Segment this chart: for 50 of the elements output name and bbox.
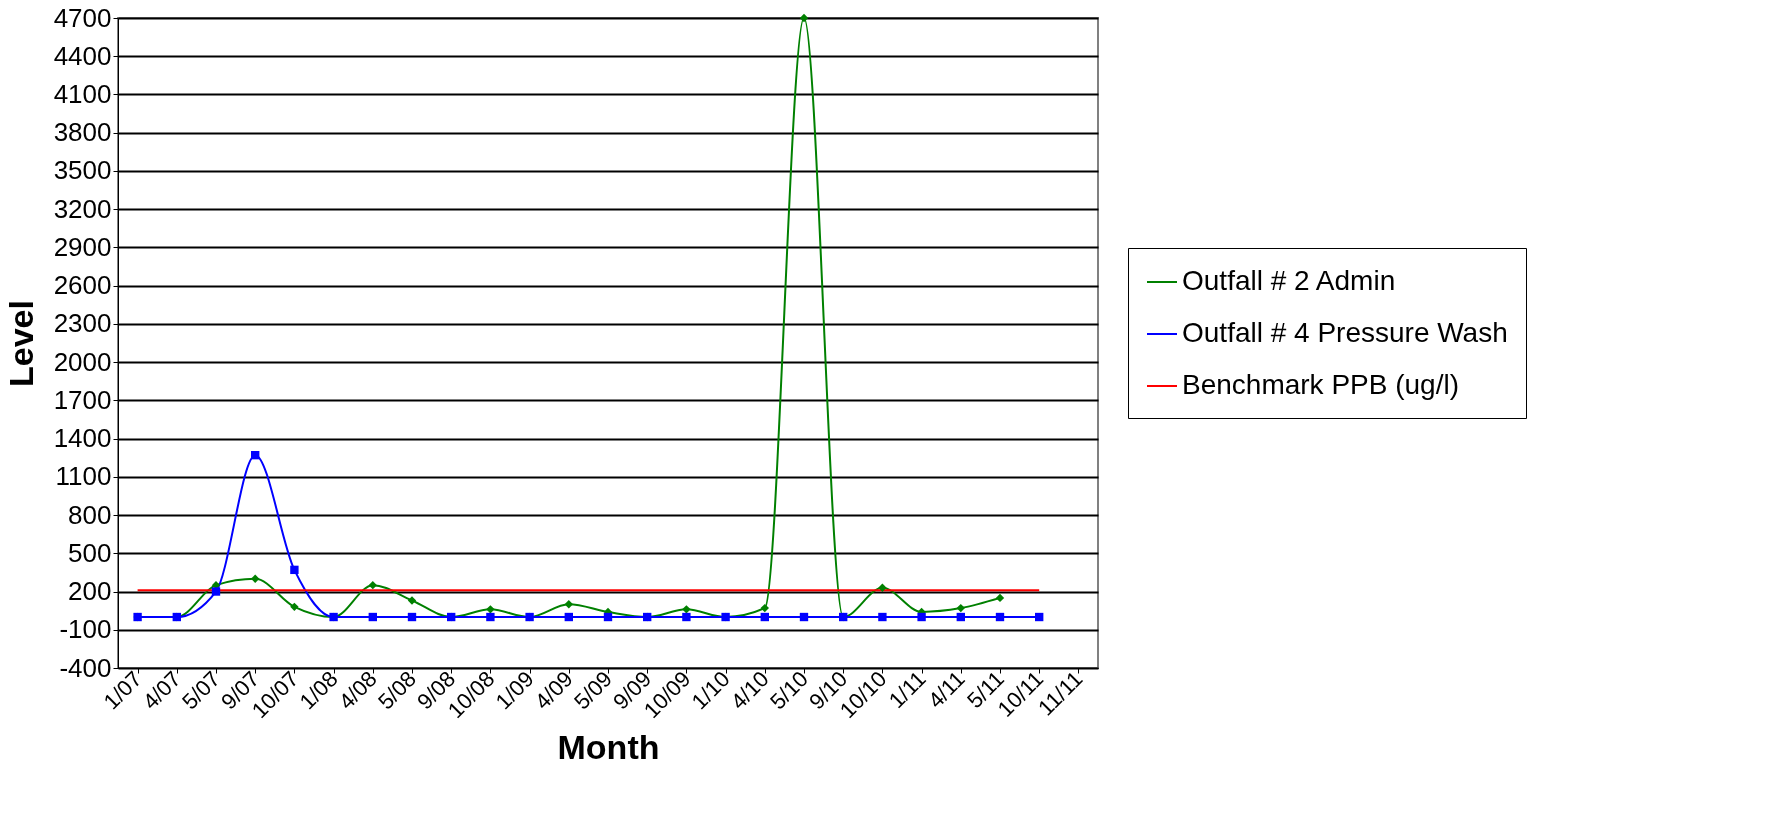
point bbox=[1035, 612, 1044, 622]
point bbox=[407, 612, 417, 622]
y-tick-label: 4100 bbox=[53, 78, 112, 109]
point bbox=[407, 596, 417, 605]
point bbox=[682, 612, 691, 622]
y-tick-label: 3200 bbox=[53, 193, 112, 224]
y-axis-title: Level bbox=[1, 300, 40, 387]
y-tick-label: 1100 bbox=[55, 461, 112, 492]
point bbox=[878, 583, 887, 592]
point bbox=[760, 612, 769, 622]
y-tick-label: 2600 bbox=[53, 270, 112, 301]
point bbox=[995, 593, 1005, 603]
point bbox=[995, 612, 1005, 622]
point bbox=[564, 612, 573, 622]
point bbox=[878, 612, 887, 622]
point bbox=[486, 605, 495, 614]
y-tick-label: -100 bbox=[59, 614, 112, 645]
point bbox=[956, 612, 965, 622]
point bbox=[290, 565, 299, 575]
point bbox=[368, 612, 377, 622]
x-axis-title: Month bbox=[557, 728, 660, 767]
point bbox=[211, 587, 221, 596]
point bbox=[799, 612, 809, 622]
y-tick-label: 1400 bbox=[53, 423, 112, 454]
y-tick-label: 2300 bbox=[53, 308, 112, 339]
y-tick-label: 4400 bbox=[53, 40, 112, 71]
y-tick-label: 500 bbox=[68, 537, 112, 568]
point bbox=[368, 580, 377, 590]
point bbox=[290, 602, 299, 612]
point bbox=[564, 600, 573, 609]
legend-label: Outfall # 2 Admin bbox=[1182, 265, 1396, 296]
y-tick-label: 1700 bbox=[53, 384, 112, 415]
y-tick-label: 3800 bbox=[53, 117, 112, 148]
y-tick-label: 4700 bbox=[53, 2, 112, 33]
point bbox=[251, 574, 260, 583]
legend-label: Outfall # 4 Pressure Wash bbox=[1182, 317, 1508, 348]
y-tick-label: 3500 bbox=[53, 155, 112, 186]
y-tick-label: 800 bbox=[68, 499, 112, 530]
point bbox=[251, 450, 260, 460]
point bbox=[799, 13, 809, 23]
point bbox=[486, 612, 495, 622]
point bbox=[682, 605, 691, 614]
point bbox=[917, 612, 926, 622]
y-tick-label: 2900 bbox=[53, 231, 112, 262]
legend-label: Benchmark PPB (ug/l) bbox=[1182, 369, 1459, 400]
point bbox=[603, 612, 613, 622]
point bbox=[760, 603, 769, 613]
y-tick-label: 2000 bbox=[53, 346, 112, 377]
y-tick-label: 200 bbox=[68, 576, 112, 607]
point bbox=[956, 603, 965, 613]
